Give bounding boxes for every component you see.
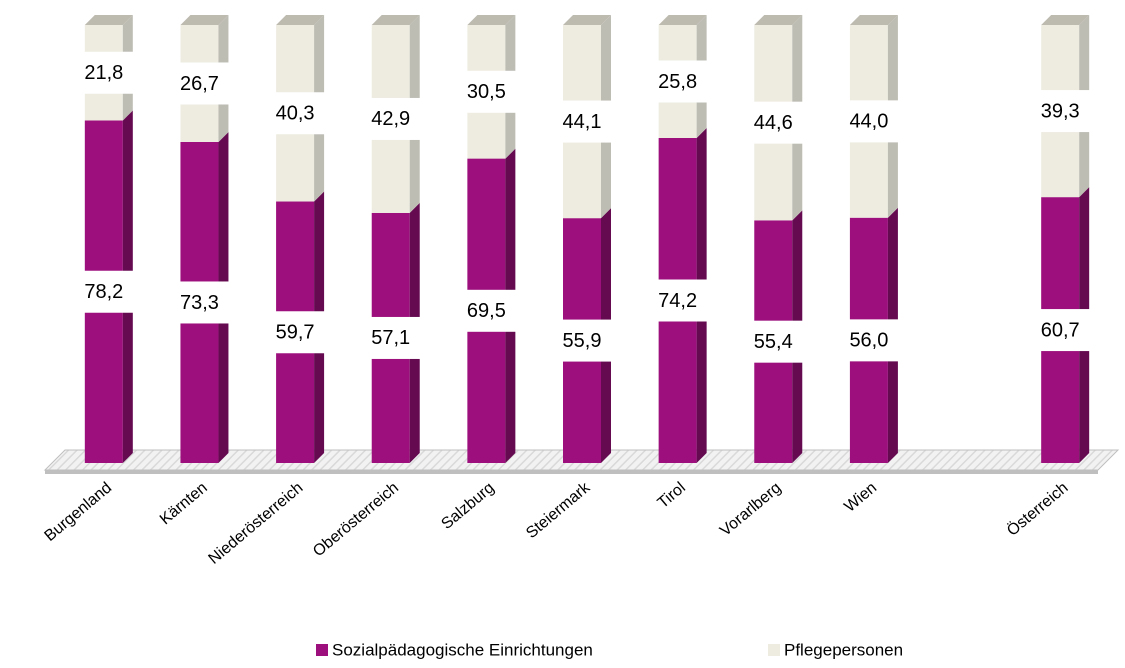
value-label-box bbox=[638, 279, 717, 322]
value-label: 39,3 bbox=[1041, 100, 1080, 122]
value-label-box bbox=[447, 289, 526, 332]
value-label: 73,3 bbox=[180, 292, 219, 314]
value-label-box bbox=[256, 311, 335, 354]
x-tick-label: Vorarlberg bbox=[717, 479, 784, 539]
x-tick-label: Kärnten bbox=[157, 479, 211, 528]
x-tick-label: Tirol bbox=[655, 479, 689, 512]
value-label-box bbox=[256, 92, 335, 135]
x-tick-label: Österreich bbox=[1003, 479, 1071, 540]
value-label-box bbox=[829, 100, 908, 143]
x-tick-label: Wien bbox=[841, 479, 880, 515]
value-label-box bbox=[829, 319, 908, 362]
value-label-box bbox=[160, 281, 239, 324]
value-label: 21,8 bbox=[84, 62, 123, 84]
bar-top bbox=[467, 15, 516, 25]
x-tick-label: Steiermark bbox=[523, 479, 594, 542]
legend-label: Sozialpädagogische Einrichtungen bbox=[332, 640, 593, 659]
value-label: 44,0 bbox=[849, 111, 888, 133]
value-label-box bbox=[638, 60, 717, 103]
bar-top bbox=[276, 15, 325, 25]
bar-top bbox=[563, 15, 611, 25]
value-label: 25,8 bbox=[658, 71, 697, 93]
value-label: 26,7 bbox=[180, 73, 219, 95]
value-label: 60,7 bbox=[1041, 319, 1080, 341]
value-label-box bbox=[351, 97, 430, 140]
legend-label: Pflegepersonen bbox=[784, 640, 903, 659]
value-label: 78,2 bbox=[84, 281, 123, 303]
value-label: 30,5 bbox=[467, 81, 506, 103]
value-label: 44,6 bbox=[754, 112, 793, 134]
value-label: 59,7 bbox=[276, 322, 315, 344]
value-label: 69,5 bbox=[467, 300, 506, 322]
value-label-box bbox=[64, 270, 143, 313]
bar-top bbox=[1041, 15, 1090, 25]
x-tick-label: Salzburg bbox=[438, 479, 497, 533]
value-label-box bbox=[351, 316, 430, 359]
value-label: 42,9 bbox=[371, 108, 410, 130]
value-label-box bbox=[543, 319, 621, 362]
value-label-box bbox=[734, 101, 813, 144]
x-tick-label: Burgenland bbox=[41, 479, 115, 545]
x-tick-label: Oberösterreich bbox=[310, 479, 402, 560]
value-label-box bbox=[734, 320, 813, 363]
value-label: 55,9 bbox=[563, 330, 602, 352]
bar-top bbox=[754, 15, 803, 25]
value-label: 56,0 bbox=[849, 330, 888, 352]
value-label: 44,1 bbox=[563, 111, 602, 133]
x-tick-label: Niederösterreich bbox=[206, 479, 307, 567]
value-label-box bbox=[447, 70, 526, 113]
value-label-box bbox=[160, 62, 239, 105]
value-label: 57,1 bbox=[371, 327, 410, 349]
value-label-box bbox=[543, 100, 621, 143]
legend-swatch bbox=[316, 644, 328, 656]
floor-edge bbox=[45, 470, 1098, 474]
bar-top bbox=[849, 15, 898, 25]
value-label-box bbox=[1021, 309, 1100, 352]
bar-top bbox=[84, 15, 133, 25]
value-label-box bbox=[1021, 90, 1100, 133]
bar-top bbox=[658, 15, 707, 25]
value-label: 74,2 bbox=[658, 290, 697, 312]
legend-swatch bbox=[768, 644, 780, 656]
bar-top bbox=[371, 15, 420, 25]
value-label: 55,4 bbox=[754, 331, 793, 353]
value-label-box bbox=[64, 51, 143, 94]
bar-top bbox=[180, 15, 229, 25]
value-label: 40,3 bbox=[276, 103, 315, 125]
